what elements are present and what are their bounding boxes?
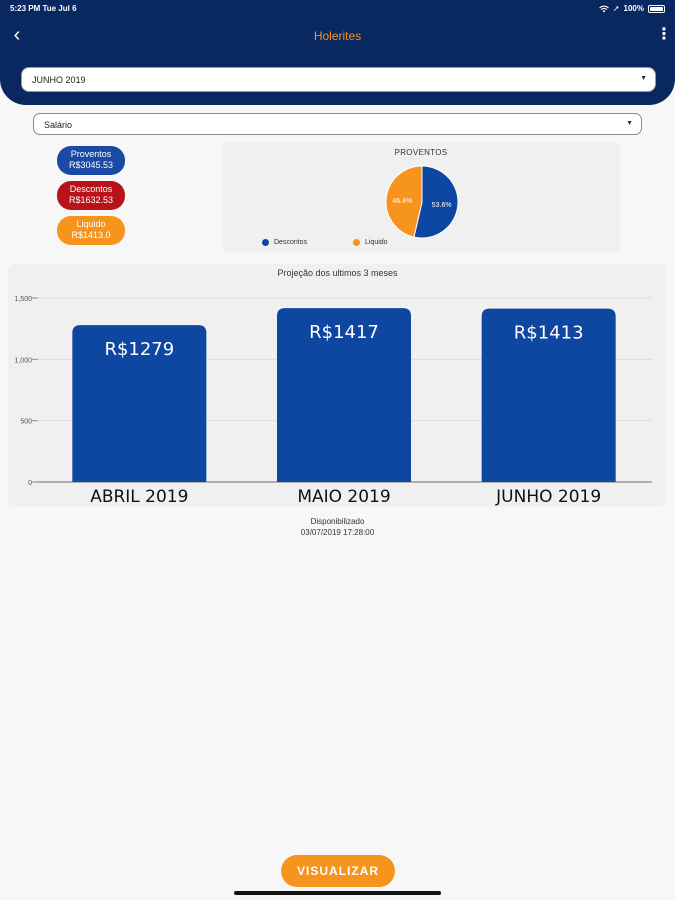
proventos-badge: Proventos R$3045.53: [57, 146, 125, 175]
x-category-label: ABRIL 2019: [90, 487, 188, 507]
visualize-button[interactable]: VISUALIZAR: [281, 855, 395, 887]
bar-chart: 0 500 1,000 1,500 R$1279 ABRIL 2019 R$1417 MAIO…: [14, 296, 652, 507]
x-category-label: JUNHO 2019: [495, 487, 601, 507]
pie-chart-card: PROVENTOS 53.6% 46.4% Descontos Liquido: [222, 142, 620, 252]
legend-label-liquido: Liquido: [365, 239, 388, 246]
proventos-value: R$3045.53: [68, 160, 114, 170]
liquido-label: Liquido: [76, 219, 106, 229]
pie-chart-title: PROVENTOS: [394, 148, 448, 157]
wifi-icon: [599, 5, 609, 12]
home-indicator: [234, 891, 441, 895]
bar: [481, 308, 616, 482]
bar-data-label: R$1413: [514, 323, 584, 344]
bar-data-label: R$1279: [104, 339, 174, 360]
battery-percent: 100%: [623, 4, 644, 13]
pie-slice-liquido: [385, 165, 423, 238]
month-select[interactable]: JUNHO 2019 ▼: [21, 67, 656, 92]
legend-item-liquido: Liquido: [353, 239, 388, 246]
pie-label-descontos: 53.6%: [432, 202, 452, 209]
liquido-badge: Liquido R$1413.0: [57, 216, 125, 245]
status-time: 5:23 PM Tue Jul 6: [10, 4, 77, 13]
release-info: Disponibilizado 03/07/2019 17:28:00: [0, 516, 675, 538]
caret-down-icon: ▼: [640, 75, 647, 82]
page-title: Holerites: [313, 29, 362, 43]
status-bar: 5:23 PM Tue Jul 6 ➚ 100%: [10, 4, 665, 14]
y-tick-label: 1,500: [14, 296, 32, 303]
pie-slice-descontos: [413, 165, 459, 239]
caret-down-icon: ▼: [626, 120, 633, 127]
pie-label-liquido: 46.4%: [392, 198, 412, 205]
bar-chart-title: Projeção dos ultimos 3 meses: [277, 268, 398, 278]
proventos-label: Proventos: [70, 149, 112, 159]
y-tick-label: 0: [28, 480, 32, 487]
descontos-value: R$1632.53: [68, 195, 114, 205]
release-label: Disponibilizado: [310, 517, 365, 526]
x-category-label: MAIO 2019: [297, 487, 390, 507]
payslip-type-value: Salário: [44, 120, 73, 130]
bar: [72, 325, 207, 482]
legend-label-descontos: Descontos: [274, 239, 308, 246]
liquido-value: R$1413.0: [71, 230, 111, 240]
more-vertical-icon[interactable]: ⋮: [656, 26, 672, 43]
release-datetime: 03/07/2019 17:28:00: [300, 528, 375, 537]
payslip-type-select[interactable]: Salário ▼: [33, 113, 642, 135]
location-icon: ➚: [612, 4, 620, 13]
status-right: ➚ 100%: [599, 4, 665, 13]
battery-icon: [648, 4, 665, 13]
pie-chart: 53.6% 46.4%: [385, 165, 459, 239]
descontos-badge: Descontos R$1632.53: [57, 181, 125, 210]
legend-dot-liquido: [353, 239, 360, 246]
descontos-label: Descontos: [69, 184, 113, 194]
y-tick-label: 1,000: [14, 357, 32, 364]
chevron-left-icon[interactable]: ‹: [13, 24, 21, 46]
bar-data-label: R$1417: [309, 322, 379, 343]
month-select-value: JUNHO 2019: [32, 75, 86, 85]
y-tick-label: 500: [20, 419, 32, 426]
bar: [277, 308, 411, 482]
legend-item-descontos: Descontos: [262, 239, 307, 246]
legend-dot-descontos: [262, 239, 269, 246]
